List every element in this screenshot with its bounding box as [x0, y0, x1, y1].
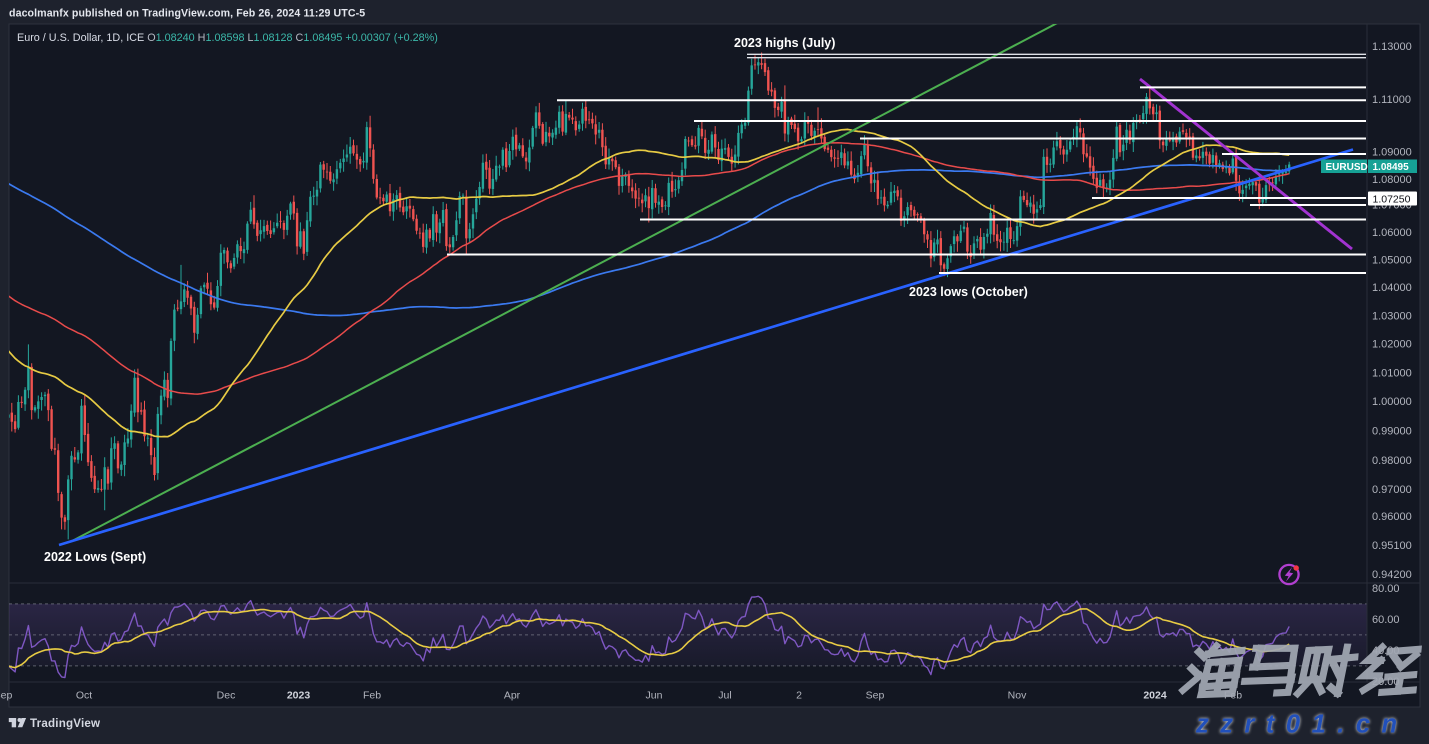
svg-text:1.05000: 1.05000 — [1372, 255, 1412, 267]
svg-text:Apr: Apr — [504, 690, 521, 702]
svg-text:0.96000: 0.96000 — [1372, 511, 1412, 523]
svg-text:1.07250: 1.07250 — [1373, 194, 1411, 206]
svg-text:Euro / U.S. Dollar, 1D, ICE O1: Euro / U.S. Dollar, 1D, ICE O1.08240 H1.… — [17, 32, 438, 44]
svg-text:1.13000: 1.13000 — [1372, 41, 1412, 53]
svg-text:0.99000: 0.99000 — [1372, 425, 1412, 437]
svg-text:1.00000: 1.00000 — [1372, 396, 1412, 408]
svg-text:1.06000: 1.06000 — [1372, 227, 1412, 239]
svg-text:Feb: Feb — [363, 690, 381, 702]
svg-text:1.09000: 1.09000 — [1372, 146, 1412, 158]
svg-text:zzrt01.cn: zzrt01.cn — [1195, 711, 1409, 739]
svg-text:1.02000: 1.02000 — [1372, 339, 1412, 351]
svg-text:zzrt01.cn: zzrt01.cn — [1195, 711, 1409, 739]
svg-text:Sep: Sep — [866, 690, 885, 702]
svg-text:80.00: 80.00 — [1372, 583, 1400, 595]
svg-text:TradingView: TradingView — [30, 717, 101, 730]
svg-text:dacolmanfx published on Tradin: dacolmanfx published on TradingView.com,… — [9, 8, 365, 20]
svg-text:2022 Lows (Sept): 2022 Lows (Sept) — [44, 550, 146, 564]
svg-text:Oct: Oct — [76, 690, 92, 702]
svg-text:0.95100: 0.95100 — [1372, 540, 1412, 552]
svg-text:0.94200: 0.94200 — [1372, 569, 1412, 581]
svg-text:Jul: Jul — [718, 690, 731, 702]
svg-text:1.08000: 1.08000 — [1372, 174, 1412, 186]
svg-text:2023 highs (July): 2023 highs (July) — [734, 36, 835, 50]
svg-text:1.04000: 1.04000 — [1372, 282, 1412, 294]
svg-text:1.01000: 1.01000 — [1372, 367, 1412, 379]
svg-text:EURUSD: EURUSD — [1326, 162, 1368, 173]
svg-text:2: 2 — [796, 690, 802, 702]
svg-text:2023: 2023 — [287, 690, 311, 702]
svg-text:Nov: Nov — [1008, 690, 1027, 702]
svg-text:60.00: 60.00 — [1372, 614, 1400, 626]
svg-text:0.97000: 0.97000 — [1372, 484, 1412, 496]
svg-text:Jun: Jun — [646, 690, 663, 702]
svg-text:1.03000: 1.03000 — [1372, 310, 1412, 322]
svg-text:1.08495: 1.08495 — [1373, 162, 1410, 173]
svg-text:2024: 2024 — [1143, 690, 1167, 702]
svg-text:Dec: Dec — [217, 690, 236, 702]
svg-text:1.11000: 1.11000 — [1372, 94, 1411, 106]
svg-text:0.98000: 0.98000 — [1372, 455, 1412, 467]
svg-text:2023 lows (October): 2023 lows (October) — [909, 285, 1028, 299]
svg-text:Sep: Sep — [0, 690, 12, 702]
